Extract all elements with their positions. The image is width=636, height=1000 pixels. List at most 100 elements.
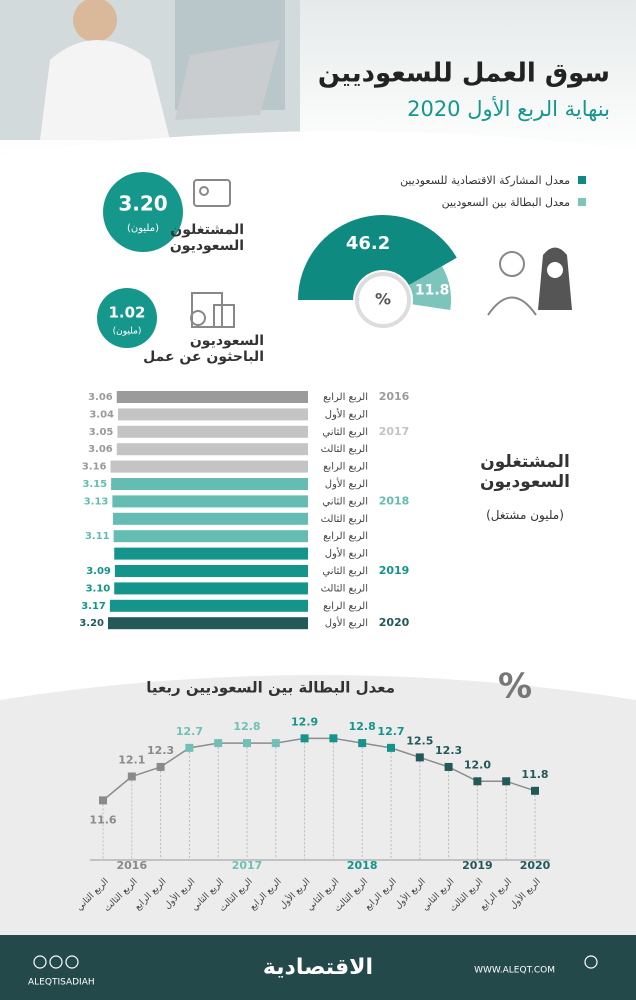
line-bg	[0, 675, 636, 935]
site: WWW.ALEQT.COM	[474, 966, 555, 976]
bar-group: 2018	[379, 494, 410, 507]
point-label: 12.7	[176, 725, 203, 738]
gauge-hub	[355, 272, 411, 328]
bar	[116, 443, 308, 456]
bar-value-label: 3.17	[81, 601, 106, 612]
bar	[112, 495, 308, 508]
bar-category: الربع الأول	[325, 547, 368, 560]
legend-swatch	[578, 198, 586, 206]
bar-category: الربع الرابع	[323, 531, 368, 542]
social-icons	[33, 955, 598, 969]
gauge-label: 46.2	[346, 233, 390, 254]
marker	[243, 739, 251, 748]
marker	[531, 786, 539, 795]
bar	[110, 460, 308, 473]
bar-value-label: 3.05	[89, 427, 114, 438]
bar	[116, 391, 308, 403]
point-label: 12.1	[118, 754, 145, 767]
bar-group: 2016	[379, 390, 410, 403]
marker	[127, 772, 136, 781]
x-group: 2020	[520, 859, 551, 872]
bar-value-label: 3.09	[86, 566, 111, 577]
stat-value: 3.20	[118, 192, 167, 216]
bar-group: 2020	[379, 616, 410, 629]
bar-category: الربع الثاني	[322, 496, 368, 507]
bar-category: الربع الثالث	[321, 514, 368, 525]
bar-value-label: 3.04	[89, 409, 114, 420]
x-group: 2016	[116, 859, 147, 872]
brand: الاقتصادية	[263, 955, 373, 980]
bar	[114, 582, 308, 595]
x-group: 2019	[462, 859, 493, 872]
bar-category: الربع الثالث	[321, 583, 368, 594]
stat-circle	[97, 288, 157, 348]
bar	[114, 547, 308, 560]
point-label: 11.8	[521, 768, 548, 781]
bar-value-label: 3.13	[84, 496, 109, 507]
bar-value-label: 3.11	[85, 531, 110, 542]
marker	[214, 739, 223, 748]
bar-category: الربع الثالث	[321, 444, 368, 455]
bar-category: الربع الأول	[325, 616, 368, 629]
icons	[190, 179, 572, 328]
stat-label: السعوديون الباحثون عن عمل	[143, 333, 264, 365]
bar-value-label: 3.10	[86, 583, 111, 594]
gauge-segment	[409, 266, 451, 311]
handle: ALEQTISADIAH	[28, 978, 95, 988]
marker	[387, 743, 395, 752]
bar-category: الربع الأول	[325, 477, 368, 490]
marker	[271, 739, 280, 748]
bar-group: 2019	[379, 564, 410, 577]
bar	[111, 478, 308, 490]
marker	[329, 734, 338, 743]
bar-value-label: 3.16	[82, 462, 107, 473]
stat-unit: (مليون)	[113, 327, 142, 337]
photo	[0, 0, 300, 140]
point-label: 12.3	[435, 744, 462, 757]
bar-value-label: 3.06	[88, 392, 113, 403]
gauge-label: 11.8	[415, 283, 450, 299]
bar	[118, 408, 308, 421]
bar-subtitle: (مليون مشتغل)	[486, 508, 564, 522]
marker	[473, 777, 482, 786]
bar	[108, 617, 308, 630]
legend-swatch	[578, 176, 586, 184]
point-label: 11.6	[89, 813, 116, 826]
point-label: 12.9	[291, 715, 318, 728]
x-group: 2018	[347, 859, 378, 872]
bar	[114, 565, 308, 577]
bar	[109, 599, 308, 612]
marker	[444, 762, 453, 771]
gauge-segment	[298, 215, 457, 300]
bar	[113, 512, 308, 525]
marker	[99, 796, 107, 805]
bar-category: الربع الرابع	[323, 392, 368, 403]
footer-bg	[0, 935, 636, 1000]
line-unit: %	[498, 667, 532, 707]
marker	[502, 777, 511, 786]
x-group: 2017	[232, 859, 263, 872]
point-label: 12.8	[349, 720, 376, 733]
point-label: 12.5	[406, 734, 433, 747]
header-curve	[0, 131, 636, 165]
stat-label: المشتغلون السعوديون	[169, 222, 244, 254]
point-label: 12.8	[233, 720, 260, 733]
gauge-center: %	[375, 290, 391, 309]
stat-unit: (مليون)	[127, 223, 159, 234]
legend-label: معدل البطالة بين السعوديين	[442, 196, 571, 209]
bar-category: الربع الرابع	[323, 462, 368, 473]
subtitle: بنهاية الربع الأول 2020	[407, 96, 610, 121]
marker	[156, 762, 165, 771]
bar-category: الربع الرابع	[323, 601, 368, 612]
stat-circle	[103, 172, 183, 252]
line	[102, 737, 536, 801]
bar-category: الربع الأول	[325, 407, 368, 420]
marker	[185, 743, 194, 752]
legend-label: معدل المشاركة الاقتصادية للسعوديين	[400, 174, 570, 187]
marker	[300, 734, 309, 743]
point-label: 12.7	[377, 725, 404, 738]
bar-title: المشتغلون السعوديون	[479, 452, 571, 492]
line-title: معدل البطالة بين السعوديين ربعيا	[146, 679, 395, 697]
